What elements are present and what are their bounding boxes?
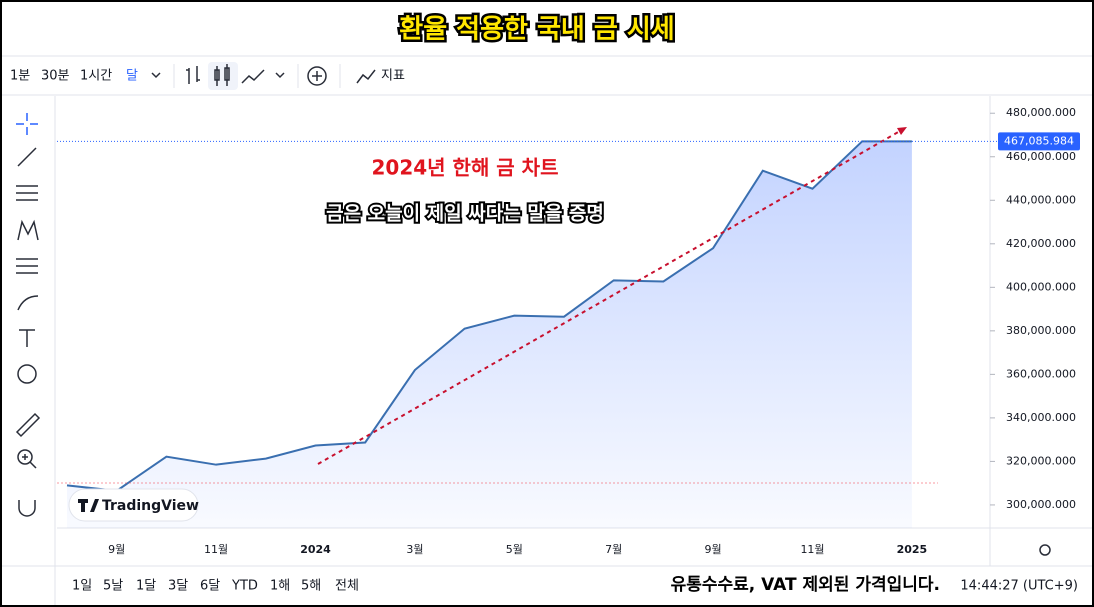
page-title: 환율 적용한 국내 금 시세 (399, 15, 674, 45)
range-button[interactable]: 3달 (168, 579, 188, 594)
fib-tool[interactable] (16, 185, 38, 201)
emoji-tool[interactable] (17, 364, 37, 384)
range-button[interactable]: 6달 (200, 579, 220, 594)
interval-button[interactable]: 30분 (41, 69, 70, 84)
y-tick-label: 460,000.000 (1006, 150, 1076, 163)
indicator-icon[interactable] (356, 69, 376, 84)
price-line (66, 140, 912, 492)
x-tick-label: 7월 (605, 543, 622, 556)
settings-icon[interactable] (1039, 544, 1051, 556)
bar-icon[interactable] (186, 66, 200, 84)
candle-icon[interactable] (214, 64, 230, 86)
x-tick-label: 5월 (506, 543, 523, 556)
x-tick-label: 11월 (800, 543, 824, 556)
indicator-button[interactable]: 지표 (381, 69, 405, 84)
ruler-tool[interactable] (15, 412, 41, 438)
x-tick-label: 9월 (705, 543, 722, 556)
clock: 14:44:27 (UTC+9) (960, 579, 1078, 594)
last-price-badge (998, 132, 1080, 151)
logo-text: TradingView (102, 498, 199, 514)
y-tick-label: 320,000.000 (1006, 454, 1076, 467)
range-button[interactable]: 1해 (270, 579, 290, 594)
y-tick-label: 400,000.000 (1006, 280, 1076, 293)
dropdown-icon[interactable] (151, 72, 161, 79)
y-tick-label: 480,000.000 (1006, 106, 1076, 119)
logo-badge[interactable] (68, 488, 199, 522)
area-icon[interactable] (241, 69, 265, 84)
y-tick-label: 420,000.000 (1006, 237, 1076, 250)
x-tick-label: 3월 (406, 543, 423, 556)
range-button[interactable]: 1일 (72, 579, 92, 594)
plot-area (66, 140, 912, 528)
area-fill (67, 141, 912, 528)
text-tool[interactable] (19, 329, 35, 347)
pattern-tool[interactable] (17, 219, 39, 241)
range-button[interactable]: 전체 (335, 579, 359, 594)
range-button[interactable]: YTD (231, 579, 258, 594)
range-button[interactable]: 5해 (301, 579, 321, 594)
add-icon (312, 71, 322, 81)
range-button[interactable]: 1달 (136, 579, 156, 594)
zoom-tool[interactable] (17, 449, 33, 465)
interval-button[interactable]: 1분 (10, 69, 30, 84)
projection-tool[interactable] (16, 258, 38, 274)
x-tick-label: 2025 (897, 543, 928, 556)
interval-button[interactable]: 1시간 (80, 69, 112, 84)
zoom-tool (22, 454, 37, 469)
dropdown-icon[interactable] (275, 72, 285, 79)
range-button[interactable]: 5날 (103, 579, 123, 594)
x-tick-label: 9월 (108, 543, 125, 556)
annotation: 2024년 한해 금 차트 (372, 156, 559, 180)
crosshair-tool[interactable] (16, 113, 38, 135)
y-tick-label: 440,000.000 (1006, 193, 1076, 206)
y-tick-label: 340,000.000 (1006, 411, 1076, 424)
logo-mark (78, 499, 99, 512)
y-tick-label: 300,000.000 (1006, 498, 1076, 511)
footer-note: 유통수수료, VAT 제외된 가격입니다. (671, 575, 940, 595)
annotation: 금은 오늘이 제일 싸다는 말을 증명 (326, 203, 604, 225)
magnet-tool[interactable] (18, 500, 36, 517)
trend-arrow-head (897, 127, 907, 135)
interval-button[interactable]: 달 (126, 69, 138, 84)
last-price-label: 467,085.984 (1004, 134, 1074, 147)
y-tick-label: 380,000.000 (1006, 324, 1076, 337)
y-tick-label: 360,000.000 (1006, 367, 1076, 380)
add-icon[interactable] (307, 66, 327, 86)
active-bg (208, 62, 238, 90)
x-tick-label: 11월 (204, 543, 228, 556)
line-tool[interactable] (17, 147, 37, 167)
brush-tool[interactable] (17, 295, 39, 311)
x-tick-label: 2024 (300, 543, 331, 556)
